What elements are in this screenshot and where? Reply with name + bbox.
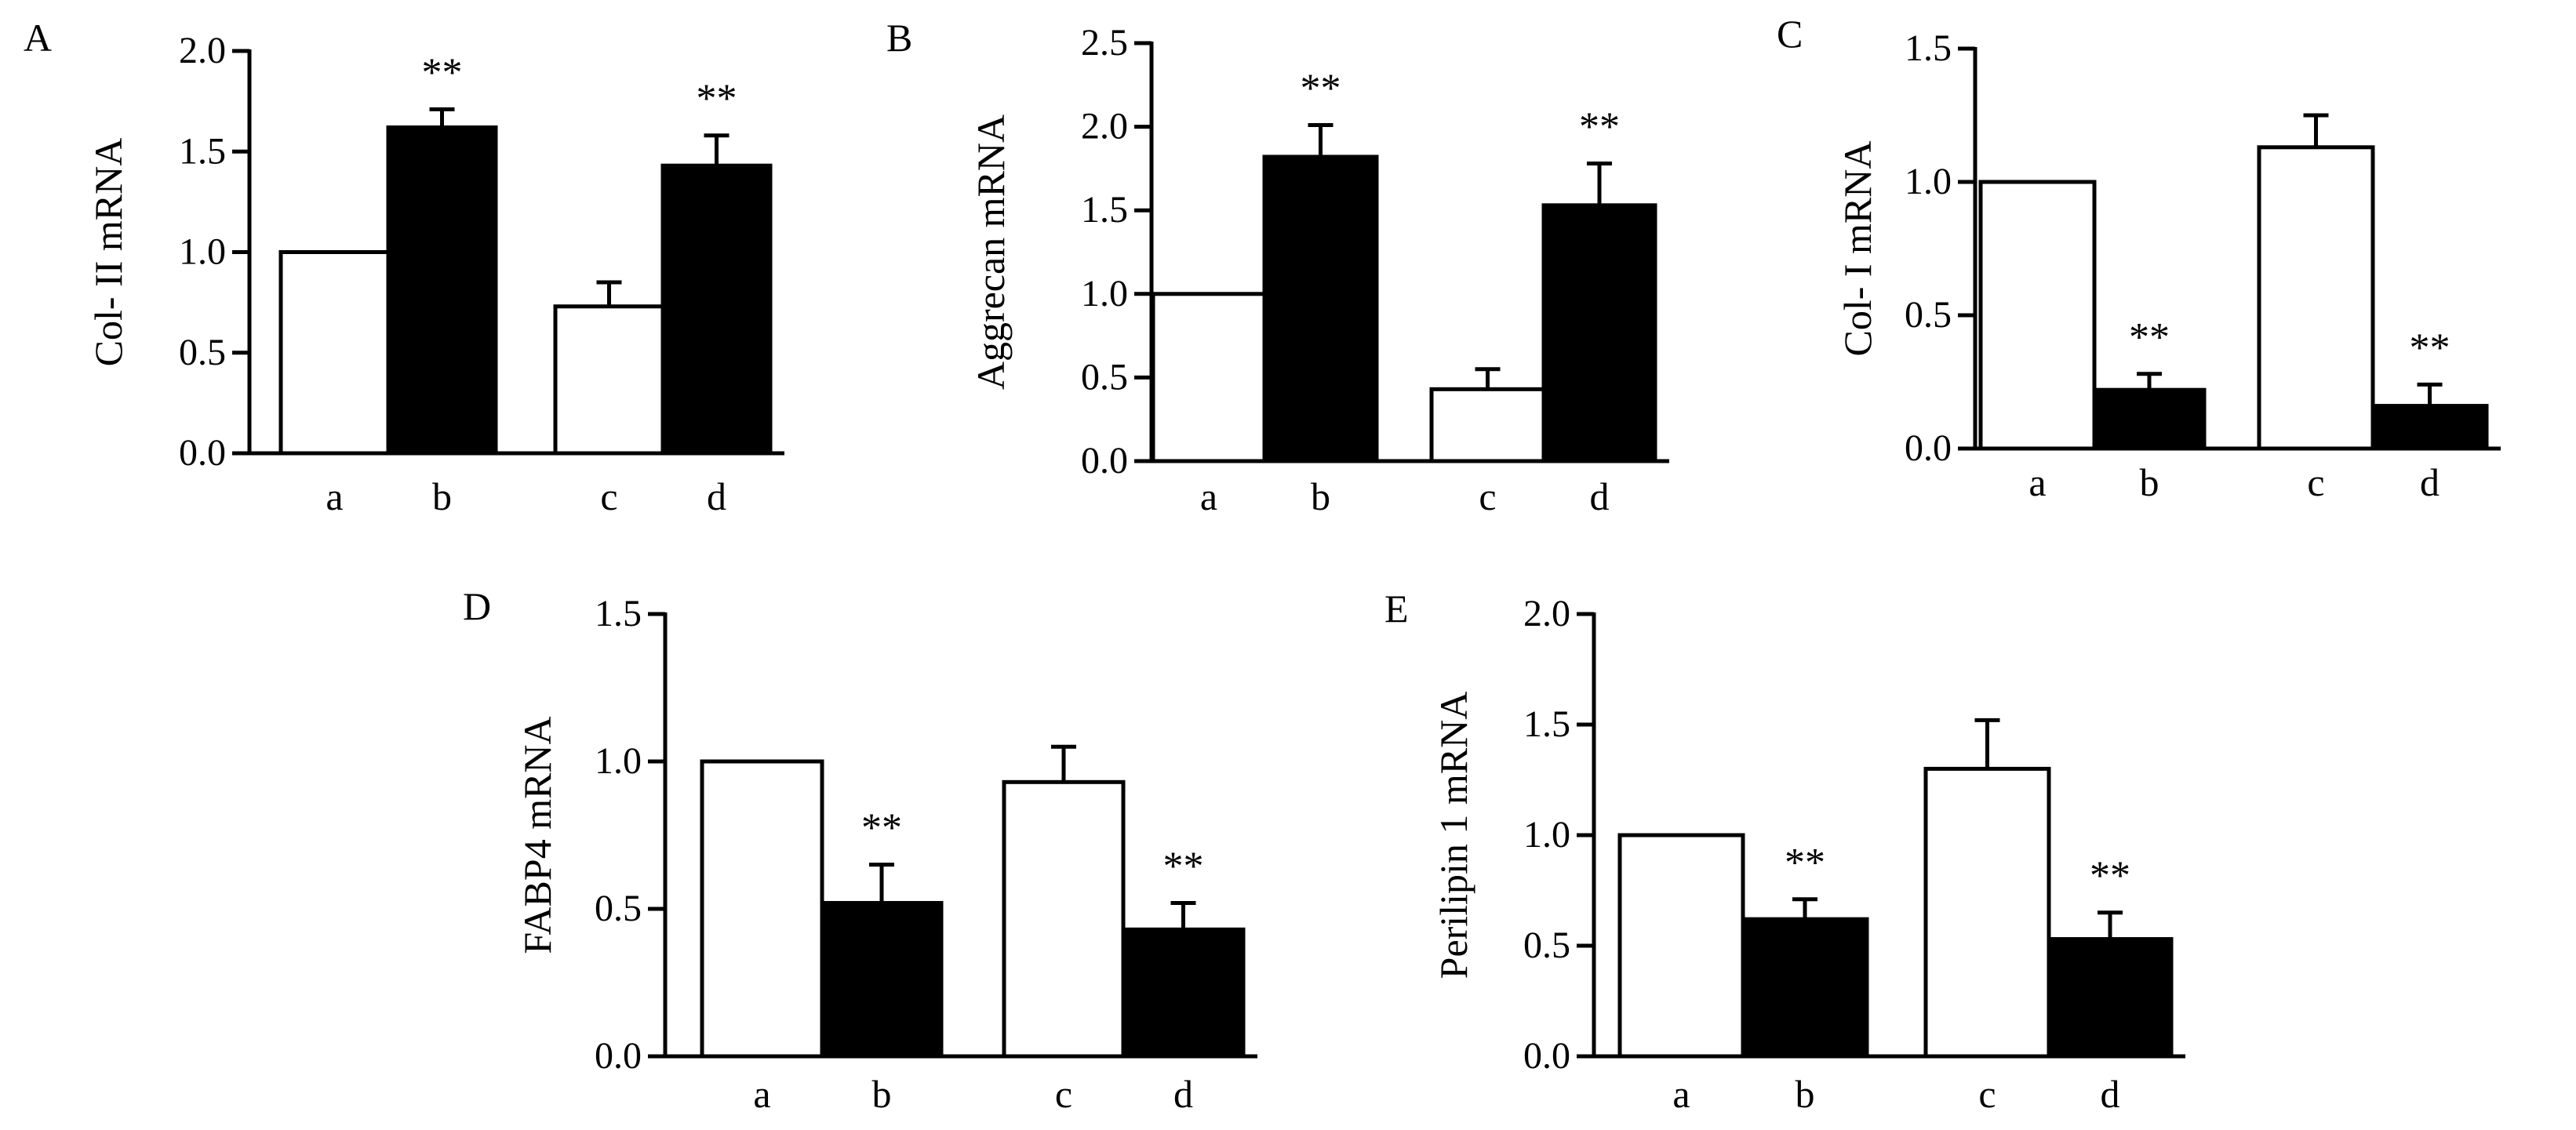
bar-d	[1121, 927, 1246, 1059]
significance-marker: **	[2129, 315, 2170, 360]
y-axis-title: Perilipin 1 mRNA	[1432, 692, 1475, 979]
y-tick-label: 0.0	[1523, 1035, 1570, 1077]
x-category-label: a	[1200, 474, 1217, 518]
bar-b	[1741, 917, 1869, 1059]
bar-d	[2370, 404, 2489, 451]
panel-label: E	[1384, 587, 1409, 630]
bar-d	[660, 163, 773, 456]
x-category-label: c	[1479, 474, 1496, 518]
y-tick-label: 0.0	[595, 1035, 642, 1077]
bar-c	[553, 304, 665, 456]
bar-a	[1151, 292, 1267, 463]
significance-marker: **	[697, 77, 737, 122]
bar-b	[386, 125, 498, 456]
bar-d	[2047, 937, 2174, 1059]
bar-c	[1429, 387, 1546, 463]
bar-b	[2092, 387, 2207, 451]
x-category-label: d	[2420, 460, 2440, 504]
y-axis-title: Col- II mRNA	[86, 138, 130, 367]
panel-label: A	[24, 16, 52, 60]
significance-marker: **	[2410, 325, 2450, 370]
x-category-label: a	[326, 474, 343, 518]
x-category-label: b	[1796, 1072, 1815, 1116]
y-tick-label: 1.5	[1081, 189, 1128, 231]
panel-label: C	[1777, 12, 1803, 56]
y-tick-label: 2.0	[1081, 106, 1128, 147]
y-tick-label: 1.0	[1905, 161, 1952, 202]
y-tick-label: 2.0	[179, 30, 226, 71]
y-tick-label: 1.5	[595, 593, 642, 634]
y-tick-label: 1.0	[1523, 814, 1570, 856]
y-tick-label: 0.5	[1905, 294, 1952, 336]
y-tick-label: 1.5	[179, 130, 226, 172]
bar-a	[278, 250, 391, 456]
y-tick-label: 0.5	[595, 888, 642, 929]
bar-c	[1923, 766, 2051, 1059]
x-category-label: a	[2028, 460, 2046, 504]
panel-label: B	[886, 16, 912, 60]
y-tick-label: 1.0	[595, 740, 642, 782]
y-tick-label: 0.0	[1081, 440, 1128, 481]
x-category-label: d	[1590, 474, 1610, 518]
x-category-label: c	[1978, 1072, 1996, 1116]
bar-c	[2257, 145, 2375, 451]
bar-b	[1262, 154, 1379, 463]
x-category-label: b	[2140, 460, 2159, 504]
y-axis-title: FABP4 mRNA	[515, 716, 559, 954]
x-category-label: b	[872, 1072, 892, 1116]
bar-a	[1617, 833, 1745, 1059]
y-axis-title: Aggrecan mRNA	[969, 114, 1013, 390]
bar-c	[1002, 779, 1126, 1059]
x-category-label: d	[2101, 1072, 2120, 1116]
x-category-label: c	[2307, 460, 2324, 504]
bar-a	[1978, 180, 2097, 451]
y-tick-label: 0.5	[179, 332, 226, 373]
x-category-label: d	[707, 474, 726, 518]
significance-marker: **	[2090, 854, 2130, 899]
significance-marker: **	[861, 806, 902, 851]
y-tick-label: 2.0	[1523, 593, 1570, 634]
x-category-label: b	[432, 474, 452, 518]
y-tick-label: 0.5	[1081, 356, 1128, 398]
x-category-label: a	[753, 1072, 770, 1116]
x-category-label: c	[600, 474, 617, 518]
y-tick-label: 1.5	[1905, 27, 1952, 69]
y-tick-label: 0.0	[179, 432, 226, 474]
x-category-label: b	[1311, 474, 1330, 518]
significance-marker: **	[1301, 66, 1341, 111]
y-tick-label: 1.5	[1523, 703, 1570, 745]
x-category-label: c	[1055, 1072, 1072, 1116]
x-category-label: a	[1672, 1072, 1690, 1116]
panel-label: D	[463, 584, 491, 628]
y-axis-title: Col- I mRNA	[1836, 141, 1879, 357]
significance-marker: **	[1785, 841, 1825, 885]
y-tick-label: 2.5	[1081, 22, 1128, 64]
x-category-label: d	[1173, 1072, 1193, 1116]
y-tick-label: 1.0	[179, 231, 226, 273]
bar-d	[1541, 203, 1657, 463]
bar-a	[700, 759, 824, 1059]
bar-b	[820, 900, 944, 1059]
significance-marker: **	[422, 50, 463, 95]
y-tick-label: 0.0	[1905, 427, 1952, 469]
significance-marker: **	[1579, 105, 1620, 150]
y-tick-label: 1.0	[1081, 273, 1128, 314]
y-tick-label: 0.5	[1523, 925, 1570, 966]
significance-marker: **	[1163, 844, 1204, 888]
